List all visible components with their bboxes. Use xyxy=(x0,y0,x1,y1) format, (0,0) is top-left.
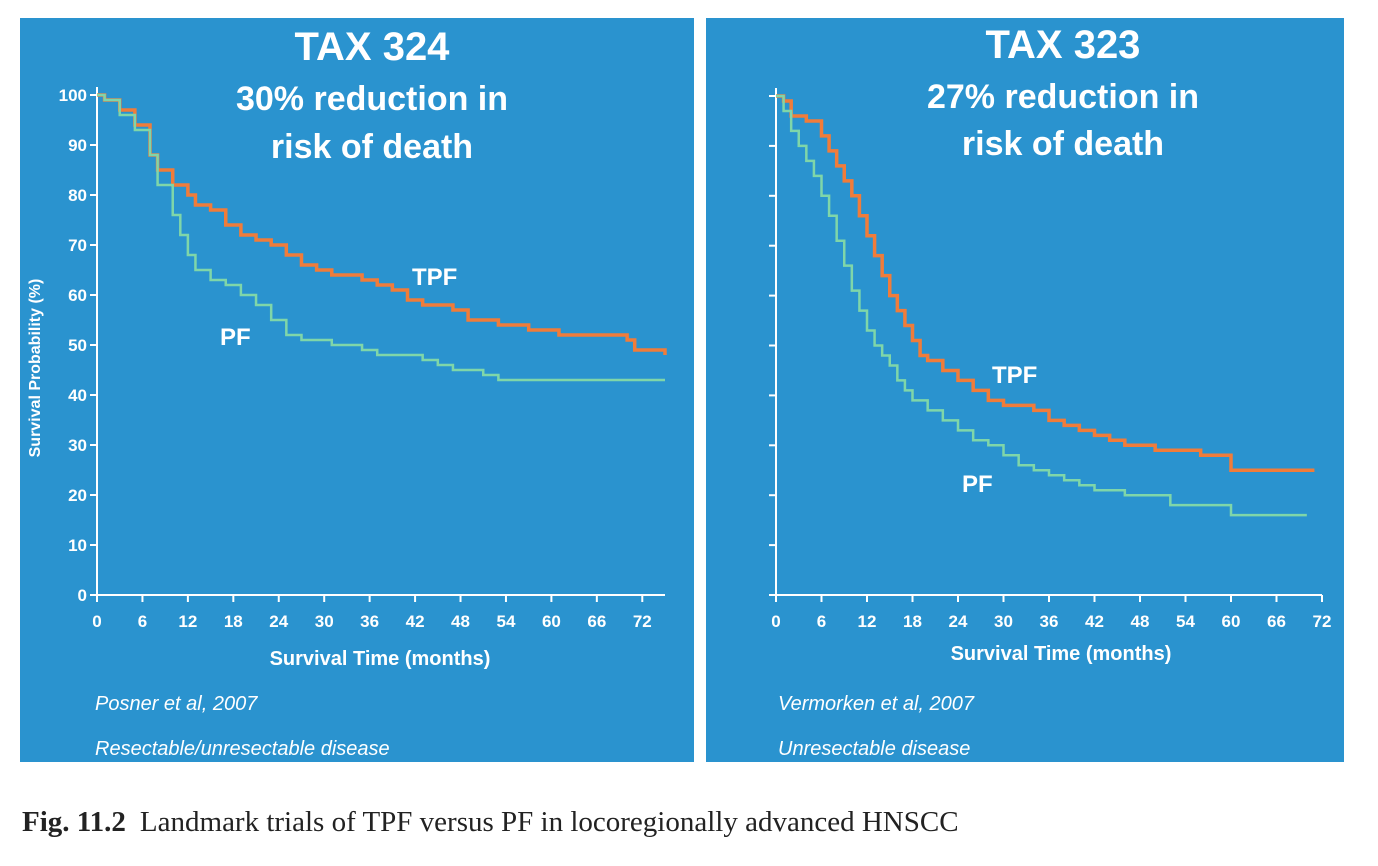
series-label-pf: PF xyxy=(220,324,251,351)
tax324-chart: TAX 324 30% reduction in risk of death 0… xyxy=(20,18,694,762)
x-tick-label: 48 xyxy=(1131,612,1150,631)
series-label-tpf: TPF xyxy=(412,264,457,291)
x-tick-label: 12 xyxy=(178,612,197,631)
y-tick-label: 10 xyxy=(68,536,87,555)
citation-note: Vermorken et al, 2007 xyxy=(778,693,975,715)
y-tick-label: 40 xyxy=(68,386,87,405)
chart-title: TAX 324 xyxy=(295,25,451,69)
plot-area: 0 6 12 18 24 30 36 42 48 54 60 66 72 xyxy=(769,88,1331,631)
figure-caption: Fig. 11.2 Landmark trials of TPF versus P… xyxy=(22,806,959,839)
x-tick-label: 6 xyxy=(138,612,147,631)
y-tick-label: 60 xyxy=(68,286,87,305)
figure-label: Fig. 11.2 xyxy=(22,806,126,838)
x-tick-label: 72 xyxy=(633,612,652,631)
series-label-pf: PF xyxy=(962,471,993,498)
x-tick-label: 0 xyxy=(771,612,780,631)
x-tick-label: 12 xyxy=(858,612,877,631)
x-tick-label: 54 xyxy=(496,612,515,631)
x-tick-label: 60 xyxy=(542,612,561,631)
chart-subtitle-line1: 27% reduction in xyxy=(927,78,1199,116)
series-label-tpf: TPF xyxy=(992,362,1037,389)
x-axis-label: Survival Time (months) xyxy=(270,648,491,670)
x-tick-label: 0 xyxy=(92,612,101,631)
x-tick-label: 30 xyxy=(315,612,334,631)
x-tick-label: 60 xyxy=(1222,612,1241,631)
x-tick-label: 48 xyxy=(451,612,470,631)
y-tick-label: 100 xyxy=(59,86,87,105)
y-tick-label: 0 xyxy=(78,586,87,605)
chart-subtitle-line2: risk of death xyxy=(271,128,473,166)
x-tick-label: 54 xyxy=(1176,612,1195,631)
x-tick-label: 24 xyxy=(269,612,288,631)
y-tick-label: 70 xyxy=(68,236,87,255)
y-tick-label: 30 xyxy=(68,436,87,455)
x-tick-label: 66 xyxy=(1267,612,1286,631)
x-tick-label: 36 xyxy=(360,612,379,631)
chart-subtitle-line2: risk of death xyxy=(962,125,1164,163)
y-tick-label: 80 xyxy=(68,186,87,205)
tax323-panel: TAX 323 27% reduction in risk of death 0… xyxy=(706,18,1344,762)
x-tick-label: 6 xyxy=(817,612,826,631)
y-tick-label: 20 xyxy=(68,486,87,505)
disease-note: Resectable/unresectable disease xyxy=(95,738,390,760)
y-tick-label: 50 xyxy=(68,336,87,355)
x-tick-label: 18 xyxy=(903,612,922,631)
citation-note: Posner et al, 2007 xyxy=(95,693,258,715)
x-tick-label: 18 xyxy=(224,612,243,631)
x-tick-label: 72 xyxy=(1313,612,1332,631)
tax323-chart: TAX 323 27% reduction in risk of death 0… xyxy=(706,18,1344,762)
x-tick-label: 42 xyxy=(1085,612,1104,631)
x-axis-label: Survival Time (months) xyxy=(951,643,1172,665)
x-tick-label: 24 xyxy=(949,612,968,631)
x-tick-label: 42 xyxy=(406,612,425,631)
plot-area: 0 10 20 30 40 50 60 70 80 90 100 0 6 12 18 24 30 36 42 48 54… xyxy=(59,86,665,631)
x-tick-label: 36 xyxy=(1040,612,1059,631)
chart-subtitle-line1: 30% reduction in xyxy=(236,80,508,118)
y-tick-label: 90 xyxy=(68,136,87,155)
figure-caption-text: Landmark trials of TPF versus PF in loco… xyxy=(140,806,959,838)
x-tick-label: 30 xyxy=(994,612,1013,631)
tax324-panel: TAX 324 30% reduction in risk of death 0… xyxy=(20,18,694,762)
chart-title: TAX 323 xyxy=(986,23,1141,67)
disease-note: Unresectable disease xyxy=(778,738,970,760)
y-axis-label: Survival Probability (%) xyxy=(27,279,44,458)
x-tick-label: 66 xyxy=(587,612,606,631)
